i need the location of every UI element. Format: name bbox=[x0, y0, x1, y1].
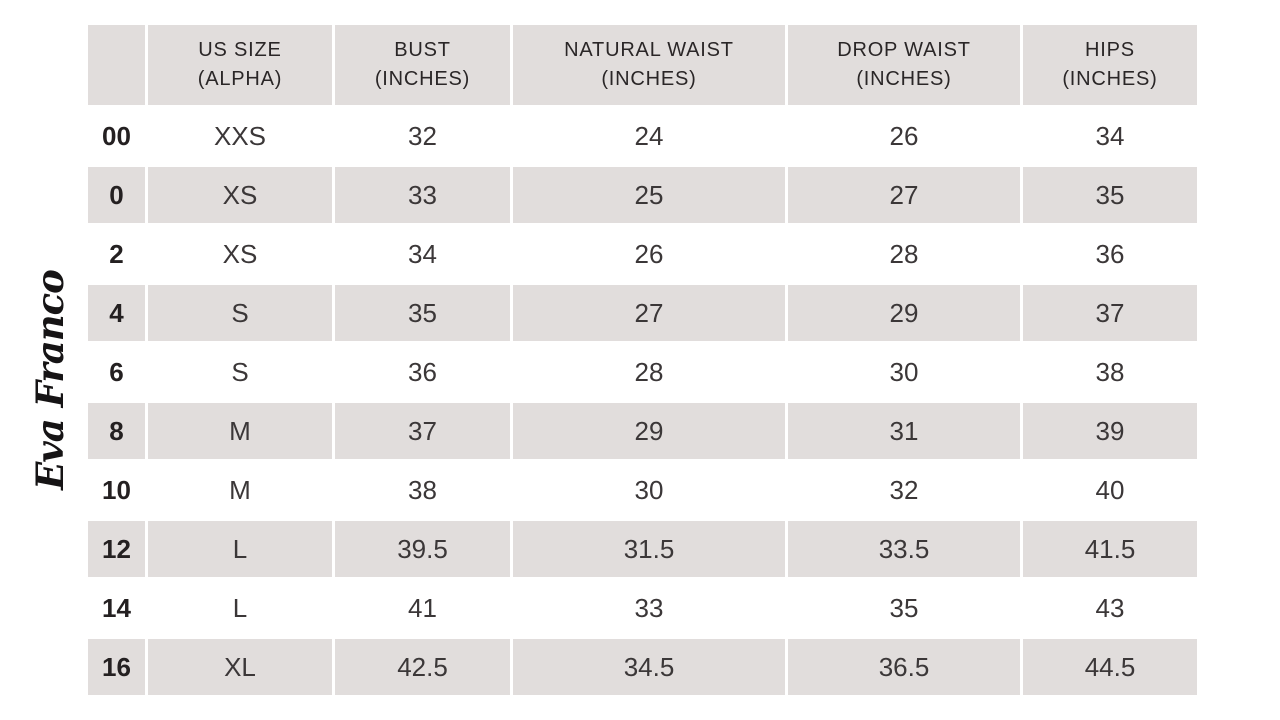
data-cell: 25 bbox=[510, 164, 788, 226]
header-row: US SIZE (ALPHA) BUST (INCHES) NATURAL WAIST (… bbox=[85, 22, 1200, 108]
data-cell: 27 bbox=[510, 282, 788, 344]
data-cell: 33 bbox=[332, 164, 513, 226]
row-label-cell: 14 bbox=[85, 577, 148, 639]
data-cell: 35 bbox=[332, 282, 513, 344]
row-label-cell: 00 bbox=[85, 105, 148, 167]
header-line2: (INCHES) bbox=[1062, 68, 1158, 90]
row-label-cell: 8 bbox=[85, 400, 148, 462]
table-row: 6 S 36 28 30 38 bbox=[85, 341, 1200, 403]
table-row: 0 XS 33 25 27 35 bbox=[85, 164, 1200, 226]
data-cell: 26 bbox=[785, 105, 1023, 167]
data-cell: 35 bbox=[785, 577, 1023, 639]
data-cell: M bbox=[145, 459, 335, 521]
header-line2: (INCHES) bbox=[856, 68, 952, 90]
row-label-cell: 0 bbox=[85, 164, 148, 226]
data-cell: 42.5 bbox=[332, 636, 513, 698]
header-cell: BUST (INCHES) bbox=[332, 22, 513, 108]
data-cell: M bbox=[145, 400, 335, 462]
header-line1: NATURAL WAIST bbox=[564, 39, 734, 61]
row-label-cell: 2 bbox=[85, 223, 148, 285]
data-cell: 32 bbox=[332, 105, 513, 167]
data-cell: XL bbox=[145, 636, 335, 698]
data-cell: 39 bbox=[1020, 400, 1200, 462]
data-cell: S bbox=[145, 282, 335, 344]
data-cell: XS bbox=[145, 164, 335, 226]
table-row: 00 XXS 32 24 26 34 bbox=[85, 105, 1200, 167]
data-cell: 38 bbox=[332, 459, 513, 521]
header-line2: (INCHES) bbox=[374, 68, 471, 90]
corner-cell bbox=[85, 22, 148, 108]
data-cell: 29 bbox=[510, 400, 788, 462]
data-cell: XXS bbox=[145, 105, 335, 167]
row-label-cell: 6 bbox=[85, 341, 148, 403]
data-cell: 34 bbox=[332, 223, 513, 285]
data-cell: 27 bbox=[785, 164, 1023, 226]
data-cell: 30 bbox=[510, 459, 788, 521]
row-label-cell: 10 bbox=[85, 459, 148, 521]
table-row: 16 XL 42.5 34.5 36.5 44.5 bbox=[85, 636, 1200, 698]
table-row: 8 M 37 29 31 39 bbox=[85, 400, 1200, 462]
data-cell: 31 bbox=[785, 400, 1023, 462]
data-cell: 41 bbox=[332, 577, 513, 639]
table-row: 4 S 35 27 29 37 bbox=[85, 282, 1200, 344]
data-cell: L bbox=[145, 518, 335, 580]
brand-logo: Eva Franco bbox=[28, 270, 72, 490]
data-cell: 28 bbox=[785, 223, 1023, 285]
data-cell: XS bbox=[145, 223, 335, 285]
data-cell: 36.5 bbox=[785, 636, 1023, 698]
table-row: 14 L 41 33 35 43 bbox=[85, 577, 1200, 639]
table-row: 12 L 39.5 31.5 33.5 41.5 bbox=[85, 518, 1200, 580]
row-label-cell: 4 bbox=[85, 282, 148, 344]
data-cell: S bbox=[145, 341, 335, 403]
header-line1: DROP WAIST bbox=[837, 39, 971, 61]
data-cell: 31.5 bbox=[510, 518, 788, 580]
data-cell: 37 bbox=[332, 400, 513, 462]
table-row: 2 XS 34 26 28 36 bbox=[85, 223, 1200, 285]
header-line2: (ALPHA) bbox=[197, 68, 283, 90]
table-row: 10 M 38 30 32 40 bbox=[85, 459, 1200, 521]
data-cell: L bbox=[145, 577, 335, 639]
data-cell: 30 bbox=[785, 341, 1023, 403]
data-cell: 40 bbox=[1020, 459, 1200, 521]
data-cell: 28 bbox=[510, 341, 788, 403]
data-cell: 37 bbox=[1020, 282, 1200, 344]
data-cell: 43 bbox=[1020, 577, 1200, 639]
data-cell: 24 bbox=[510, 105, 788, 167]
table-body: 00 XXS 32 24 26 34 0 XS 33 25 27 35 2 XS 34 26 28 36 4 S 35 2… bbox=[85, 105, 1200, 698]
data-cell: 32 bbox=[785, 459, 1023, 521]
data-cell: 26 bbox=[510, 223, 788, 285]
table-header: US SIZE (ALPHA) BUST (INCHES) NATURAL WAIST (… bbox=[85, 22, 1200, 108]
size-chart-table: US SIZE (ALPHA) BUST (INCHES) NATURAL WAIST (… bbox=[85, 22, 1200, 698]
header-cell: US SIZE (ALPHA) bbox=[145, 22, 335, 108]
data-cell: 33 bbox=[510, 577, 788, 639]
data-cell: 34 bbox=[1020, 105, 1200, 167]
data-cell: 44.5 bbox=[1020, 636, 1200, 698]
data-cell: 39.5 bbox=[332, 518, 513, 580]
header-cell: NATURAL WAIST (INCHES) bbox=[510, 22, 788, 108]
data-cell: 29 bbox=[785, 282, 1023, 344]
data-cell: 33.5 bbox=[785, 518, 1023, 580]
row-label-cell: 16 bbox=[85, 636, 148, 698]
header-line1: HIPS bbox=[1085, 39, 1135, 61]
row-label-cell: 12 bbox=[85, 518, 148, 580]
header-line1: BUST bbox=[394, 39, 451, 61]
data-cell: 41.5 bbox=[1020, 518, 1200, 580]
data-cell: 34.5 bbox=[510, 636, 788, 698]
data-cell: 35 bbox=[1020, 164, 1200, 226]
data-cell: 38 bbox=[1020, 341, 1200, 403]
header-line1: US SIZE bbox=[198, 39, 282, 61]
data-cell: 36 bbox=[1020, 223, 1200, 285]
header-cell: HIPS (INCHES) bbox=[1020, 22, 1200, 108]
header-cell: DROP WAIST (INCHES) bbox=[785, 22, 1023, 108]
data-cell: 36 bbox=[332, 341, 513, 403]
header-line2: (INCHES) bbox=[601, 68, 697, 90]
